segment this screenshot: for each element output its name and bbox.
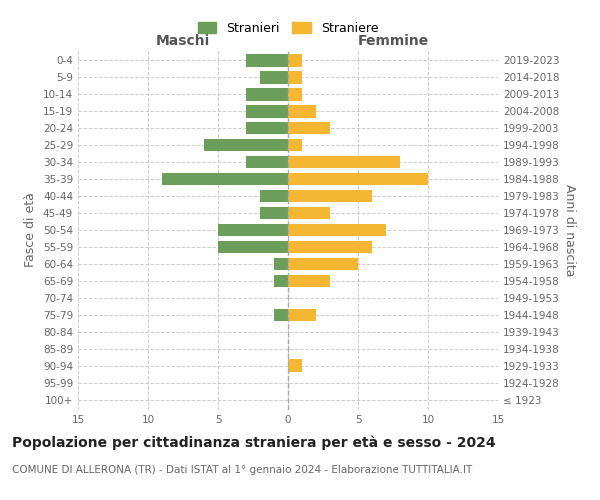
Bar bbox=[288, 360, 302, 372]
Bar bbox=[288, 105, 316, 118]
Bar bbox=[260, 190, 288, 202]
Bar bbox=[246, 88, 288, 101]
Bar bbox=[288, 240, 372, 254]
Bar bbox=[246, 105, 288, 118]
Text: COMUNE DI ALLERONA (TR) - Dati ISTAT al 1° gennaio 2024 - Elaborazione TUTTITALI: COMUNE DI ALLERONA (TR) - Dati ISTAT al … bbox=[12, 465, 472, 475]
Legend: Stranieri, Straniere: Stranieri, Straniere bbox=[193, 16, 383, 40]
Bar bbox=[288, 258, 358, 270]
Bar bbox=[274, 308, 288, 322]
Bar bbox=[288, 156, 400, 168]
Bar bbox=[246, 122, 288, 134]
Bar bbox=[218, 224, 288, 236]
Text: Popolazione per cittadinanza straniera per età e sesso - 2024: Popolazione per cittadinanza straniera p… bbox=[12, 435, 496, 450]
Bar bbox=[288, 172, 428, 186]
Bar bbox=[274, 258, 288, 270]
Bar bbox=[288, 88, 302, 101]
Bar bbox=[288, 122, 330, 134]
Bar bbox=[260, 206, 288, 220]
Bar bbox=[288, 274, 330, 287]
Text: Maschi: Maschi bbox=[156, 34, 210, 48]
Bar bbox=[288, 224, 386, 236]
Bar bbox=[288, 71, 302, 84]
Bar bbox=[218, 240, 288, 254]
Text: Femmine: Femmine bbox=[358, 34, 428, 48]
Y-axis label: Fasce di età: Fasce di età bbox=[25, 192, 37, 268]
Bar bbox=[288, 54, 302, 66]
Bar bbox=[288, 206, 330, 220]
Bar bbox=[162, 172, 288, 186]
Bar bbox=[288, 190, 372, 202]
Bar bbox=[246, 156, 288, 168]
Bar bbox=[288, 308, 316, 322]
Bar bbox=[246, 54, 288, 66]
Y-axis label: Anni di nascita: Anni di nascita bbox=[563, 184, 576, 276]
Bar bbox=[204, 138, 288, 151]
Bar bbox=[288, 138, 302, 151]
Bar bbox=[260, 71, 288, 84]
Bar bbox=[274, 274, 288, 287]
